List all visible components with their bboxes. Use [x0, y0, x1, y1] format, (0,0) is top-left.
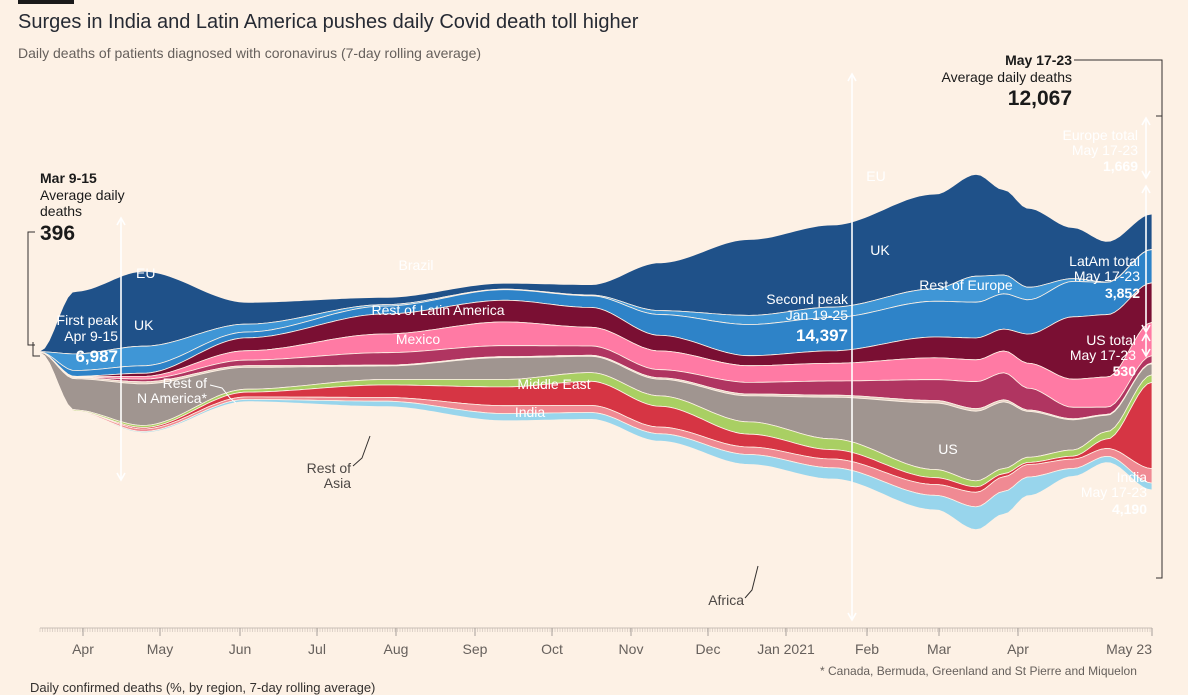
start-label: Average daily deaths [40, 187, 125, 219]
x-tick-label: Aug [384, 641, 409, 657]
rest-of-asia-leader [352, 435, 371, 467]
x-tick-label: Dec [696, 641, 721, 657]
x-axis: Apr May Jun Jul Aug Sep Oct Nov Dec Jan 2021 Feb Ma… [39, 627, 1153, 657]
series-africa [39, 352, 1153, 531]
label-rest-europe: Rest of Europe [919, 277, 1013, 293]
x-tick-label: Sep [463, 641, 488, 657]
africa-leader [744, 565, 759, 599]
x-tick-label: Apr [72, 641, 94, 657]
latam-total-value: 3,852 [1105, 285, 1140, 301]
first-peak-label: First peak Apr 9-15 [57, 312, 119, 344]
label-eu-2: EU [866, 168, 885, 184]
start-tick [32, 342, 40, 357]
x-tick-label: Nov [619, 641, 644, 657]
label-rest-latam: Rest of Latin America [371, 302, 504, 318]
annotation-labels: EU UK Brazil Rest of Latin America Mexico Mid… [40, 52, 1147, 608]
next-chart-caption: Daily confirmed deaths (%, by region, 7-… [30, 680, 376, 695]
x-tick-label: Jun [229, 641, 252, 657]
label-middle-east: Middle East [517, 376, 590, 392]
start-date: Mar 9-15 [40, 170, 97, 186]
x-tick-label: Apr [1007, 641, 1029, 657]
end-value: 12,067 [1008, 87, 1072, 110]
latam-total-label: LatAm total May 17-23 [1069, 253, 1140, 284]
annotation-markers [27, 59, 1163, 622]
label-rest-n-america: Rest of N America* [137, 375, 208, 406]
label-africa: Africa [708, 592, 744, 608]
label-eu: EU [136, 265, 155, 281]
label-india: India [515, 404, 546, 420]
label-uk-2: UK [870, 242, 890, 258]
second-peak-label: Second peak Jan 19-25 [766, 291, 849, 323]
end-date: May 17-23 [1005, 52, 1072, 68]
label-rest-of-asia: Rest of Asia [307, 460, 352, 491]
header-accent-bar [18, 0, 74, 4]
india-total-value: 4,190 [1112, 501, 1147, 517]
end-label: Average daily deaths [942, 69, 1073, 85]
us-total-value: 530 [1113, 363, 1137, 379]
label-uk: UK [134, 317, 154, 333]
x-tick-label: Mar [927, 641, 951, 657]
stream-layers [39, 173, 1153, 531]
footnote: * Canada, Bermuda, Greenland and St Pier… [820, 664, 1137, 678]
x-tick-label: Feb [855, 641, 879, 657]
europe-total-value: 1,669 [1103, 158, 1138, 174]
rest-n-america-leader [209, 384, 237, 404]
label-brazil: Brazil [398, 257, 433, 273]
x-tick-label: May [147, 641, 173, 657]
us-total-label: US total May 17-23 [1070, 332, 1136, 363]
start-bracket [27, 231, 35, 346]
europe-total-label: Europe total May 17-23 [1063, 127, 1139, 158]
x-tick-label: May 23 [1106, 641, 1152, 657]
first-peak-value: 6,987 [75, 347, 118, 366]
label-us: US [938, 441, 957, 457]
label-mexico: Mexico [396, 331, 441, 347]
x-tick-label: Oct [541, 641, 563, 657]
end-bracket [1074, 59, 1163, 579]
second-peak-value: 14,397 [796, 326, 848, 345]
x-tick-label: Jul [308, 641, 326, 657]
chart-title: Surges in India and Latin America pushes… [18, 11, 639, 33]
india-total-label: India May 17-23 [1081, 469, 1147, 500]
start-value: 396 [40, 222, 75, 245]
x-tick-label: Jan 2021 [757, 641, 815, 657]
chart-subtitle: Daily deaths of patients diagnosed with … [18, 45, 482, 61]
